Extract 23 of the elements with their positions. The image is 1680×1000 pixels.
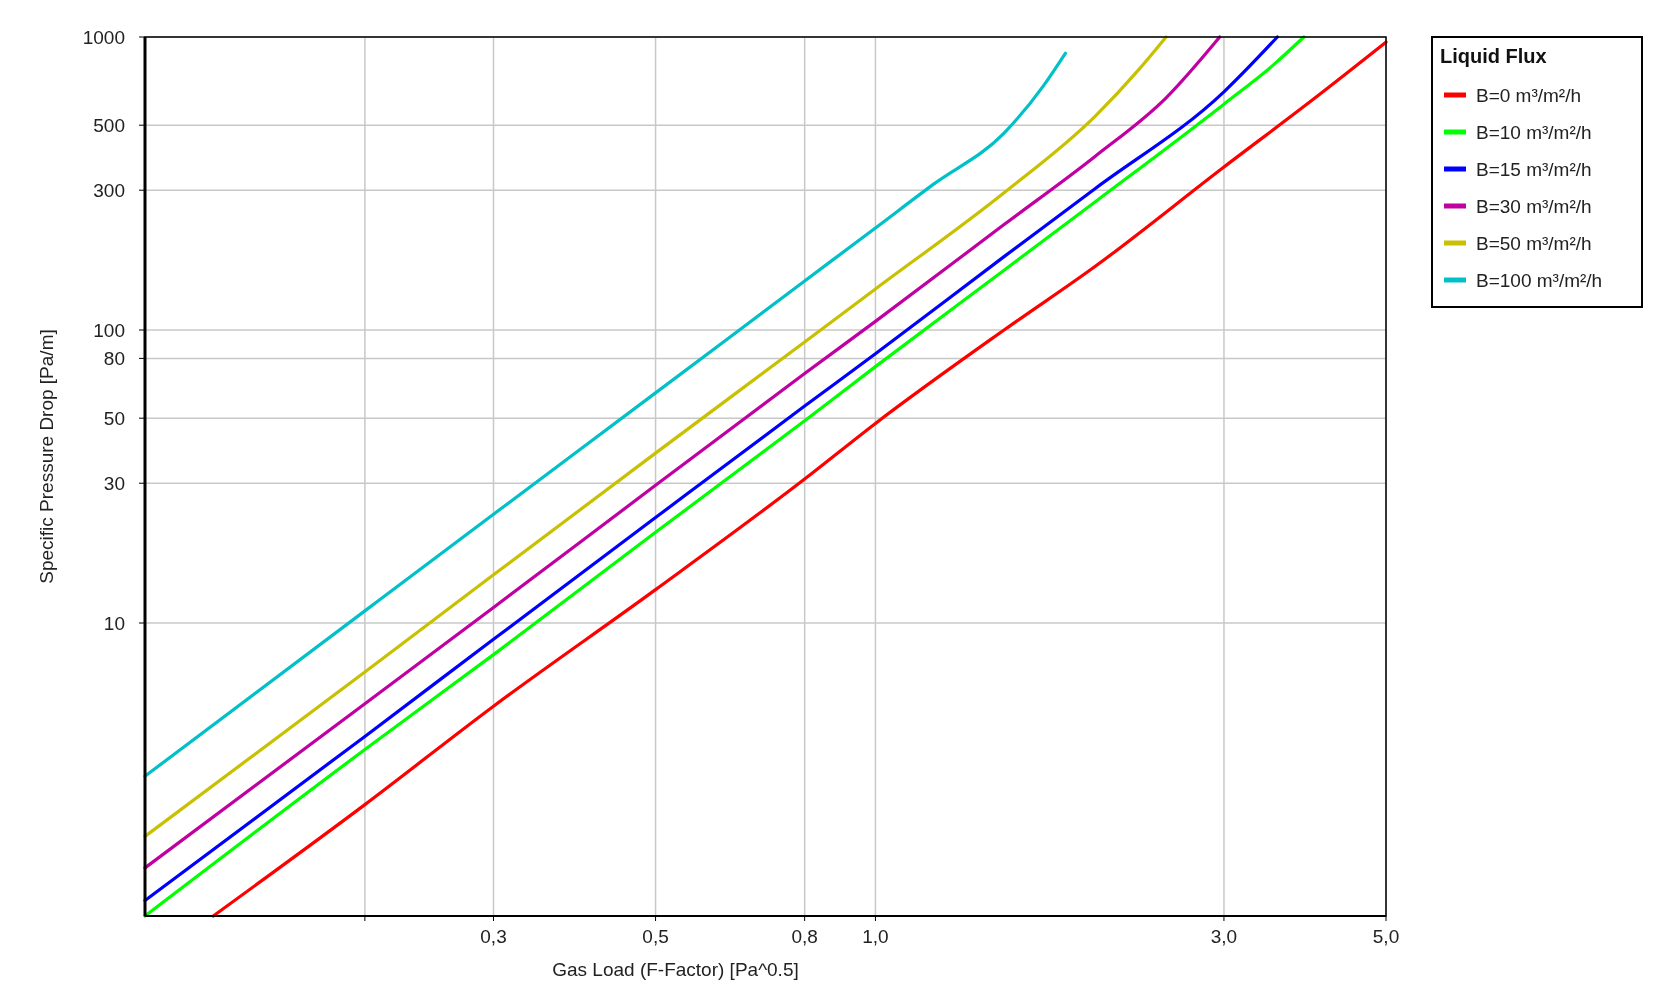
y-axis-title: Specific Pressure Drop [Pa/m] [36, 329, 57, 584]
y-tick-label: 100 [93, 319, 125, 341]
legend-label: B=100 m³/m²/h [1476, 269, 1603, 291]
y-tick-label: 300 [93, 179, 125, 201]
y-tick-label: 30 [103, 472, 125, 494]
legend-label: B=10 m³/m²/h [1476, 121, 1592, 143]
y-tick-label: 50 [103, 407, 125, 429]
y-tick-label: 10 [103, 612, 125, 634]
legend-title: Liquid Flux [1440, 45, 1547, 67]
y-tick-label: 500 [93, 114, 125, 136]
y-tick-label: 80 [103, 348, 125, 370]
legend-label: B=50 m³/m²/h [1476, 232, 1592, 254]
legend-label: B=30 m³/m²/h [1476, 195, 1592, 217]
x-tick-label: 1,0 [862, 926, 889, 947]
x-tick-label: 0,3 [480, 926, 507, 947]
x-axis-title: Gas Load (F-Factor) [Pa^0.5] [552, 959, 799, 980]
x-tick-label: 5,0 [1372, 926, 1400, 947]
y-tick-label: 1000 [82, 26, 125, 48]
x-tick-label: 0,5 [642, 926, 669, 947]
x-tick-label: 3,0 [1210, 926, 1238, 947]
legend-label: B=0 m³/m²/h [1476, 84, 1582, 106]
x-tick-label: 0,8 [791, 926, 818, 947]
legend-label: B=15 m³/m²/h [1476, 158, 1592, 180]
